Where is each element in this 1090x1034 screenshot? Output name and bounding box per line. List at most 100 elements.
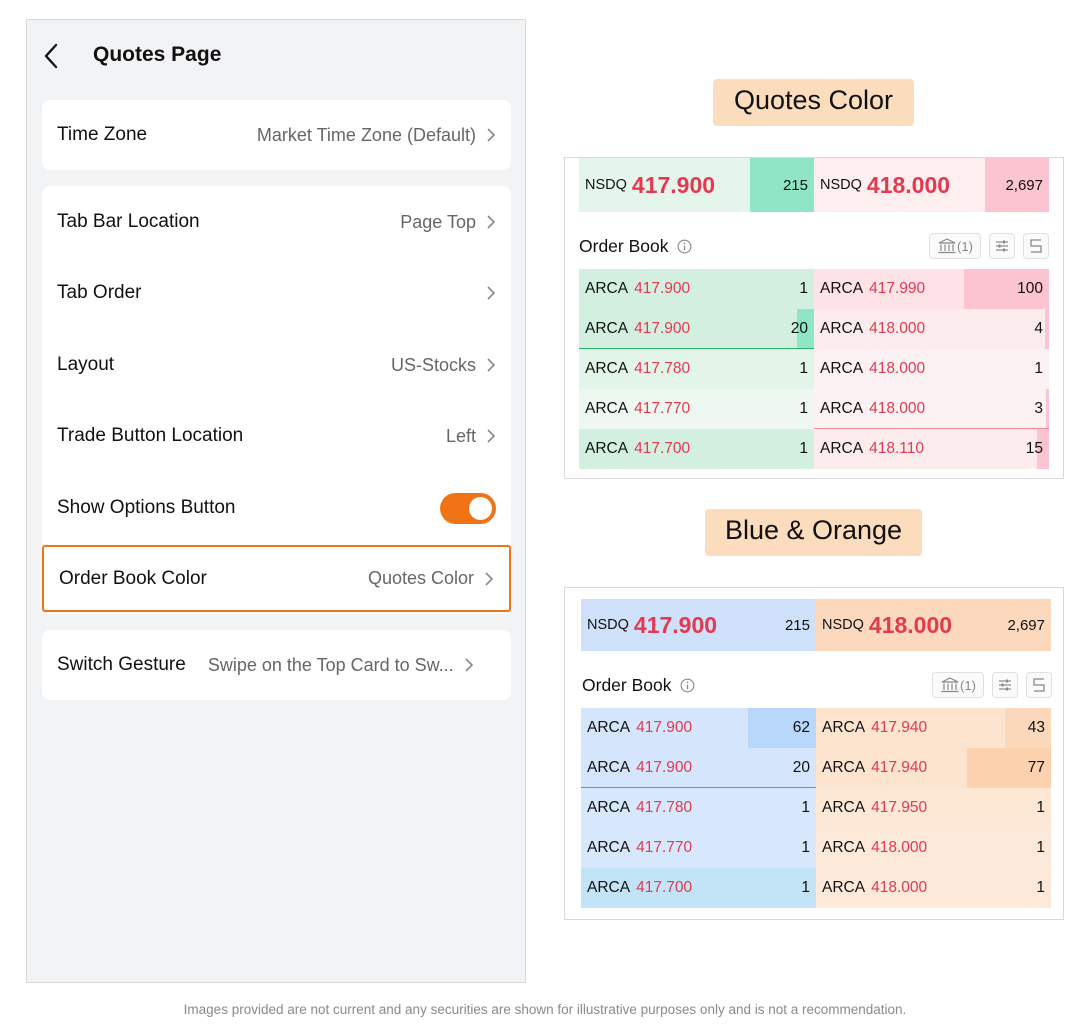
exchange-label: NSDQ [820,177,862,193]
quantity: 1 [1034,360,1043,377]
settings-card-gesture: Switch Gesture Swipe on the Top Card to … [42,630,511,700]
time-zone-row[interactable]: Time Zone Market Time Zone (Default) [42,103,511,167]
quantity: 4 [1034,320,1043,337]
chevron-right-icon [487,286,496,300]
order-book-preview-quotes-color: NSDQ 417.900 215 NSDQ 418.000 2,697 Orde… [564,157,1064,479]
ask-side: ARCA 417.940 43 ARCA 417.940 77 ARCA 417… [816,708,1051,908]
ask-row: ARCA 418.000 1 [816,828,1051,868]
trade-button-location-label: Trade Button Location [57,425,244,446]
ask-price: 418.000 [868,611,953,638]
quantity: 100 [1017,280,1043,297]
disclaimer-text: Images provided are not current and any … [183,1002,907,1017]
price: 417.770 [634,400,691,417]
exchange-label: ARCA [587,758,631,776]
price: 418.000 [869,360,926,377]
order-book-color-label: Order Book Color [59,567,207,589]
bid-price: 417.900 [631,171,716,198]
exchange-label: ARCA [587,719,631,736]
exchange-label: ARCA [585,280,629,297]
bid-row: ARCA 417.900 62 [581,708,816,748]
quantity: 1 [1036,799,1045,816]
layout-icon [1033,678,1045,692]
price: 418.000 [871,879,928,896]
bid-row: ARCA 417.900 1 [579,269,814,309]
back-arrow-icon[interactable] [41,42,61,70]
quantity: 77 [1027,759,1045,776]
exchange-filter-button[interactable]: (1) [932,672,984,698]
exchange-label: ARCA [822,839,866,856]
bank-icon [938,238,956,254]
layout-icon [1030,239,1042,253]
quantity: 1 [801,839,810,856]
price: 417.700 [636,879,693,896]
trade-button-location-row[interactable]: Trade Button Location Left [42,404,511,468]
time-zone-label: Time Zone [57,124,148,145]
bid-row: ARCA 417.770 1 [581,828,816,868]
order-book-rows: ARCA 417.900 62 ARCA 417.900 20 ARCA 417… [581,708,1051,908]
switch-gesture-value: Swipe on the Top Card to Sw... [207,654,454,675]
exchange-label: ARCA [820,360,864,377]
price: 418.000 [871,839,928,856]
price: 417.780 [636,799,693,816]
sliders-icon [996,240,1008,252]
trade-button-location-value: Left [445,425,476,446]
layout-toggle-button[interactable] [1026,672,1052,698]
exchange-filter-button[interactable]: (1) [929,233,981,259]
bid-row: ARCA 417.780 1 [581,788,816,828]
ask-side: ARCA 417.990 100 ARCA 418.000 4 ARCA 418… [814,269,1049,469]
bid-size-fill [750,158,814,212]
switch-gesture-row[interactable]: Switch Gesture Swipe on the Top Card to … [42,633,511,697]
best-bid: NSDQ 417.900 215 [581,599,816,651]
exchange-label: ARCA [822,719,866,736]
ask-row: ARCA 417.950 1 [816,788,1051,828]
exchange-label: ARCA [585,319,629,337]
bank-icon [941,677,959,693]
price: 417.950 [871,799,928,816]
chevron-right-icon [487,215,496,229]
quantity: 1 [799,360,808,377]
settings-sliders-button[interactable] [992,672,1018,698]
layout-value: US-Stocks [390,354,476,375]
settings-sliders-button[interactable] [989,233,1015,259]
exchange-label: NSDQ [822,617,864,633]
exchange-label: ARCA [820,440,864,457]
chevron-right-icon [487,358,496,372]
price: 417.900 [634,319,691,337]
price: 417.900 [636,719,693,736]
quantity: 20 [790,319,808,337]
size-fill [1045,309,1049,349]
top-quote-bar: NSDQ 417.900 215 NSDQ 418.000 2,697 [579,158,1049,212]
ask-row: ARCA 418.110 15 [814,429,1049,469]
exchange-label: ARCA [820,280,864,297]
order-book-color-row[interactable]: Order Book Color Quotes Color [42,545,511,612]
exchange-label: ARCA [587,839,631,856]
tab-bar-location-row[interactable]: Tab Bar Location Page Top [42,190,511,254]
ask-row: ARCA 418.000 1 [816,868,1051,908]
info-icon[interactable] [677,239,692,254]
info-icon[interactable] [680,678,695,693]
ask-row: ARCA 417.990 100 [814,269,1049,309]
show-options-toggle[interactable] [440,492,496,524]
layout-toggle-button[interactable] [1023,233,1049,259]
quantity: 62 [792,719,810,736]
layout-row[interactable]: Layout US-Stocks [42,333,511,397]
exchange-label: ARCA [820,320,864,337]
show-options-button-label: Show Options Button [57,497,236,518]
bid-row: ARCA 417.900 20 [579,309,814,349]
best-ask: NSDQ 418.000 2,697 [816,599,1051,651]
size-fill [748,708,816,748]
tab-order-row[interactable]: Tab Order [42,261,511,325]
exchange-label: ARCA [585,440,629,457]
quantity: 1 [1036,839,1045,856]
price: 417.940 [871,719,928,736]
price: 417.770 [636,839,693,856]
layout-label: Layout [57,354,115,375]
quantity: 1 [1036,879,1045,896]
size-fill [967,748,1051,788]
toggle-knob [469,496,492,520]
price: 417.990 [869,280,926,297]
bid-side: ARCA 417.900 1 ARCA 417.900 20 ARCA 417.… [579,269,814,469]
size-fill [1037,429,1049,469]
price: 417.900 [634,280,691,297]
quantity: 43 [1027,719,1045,736]
